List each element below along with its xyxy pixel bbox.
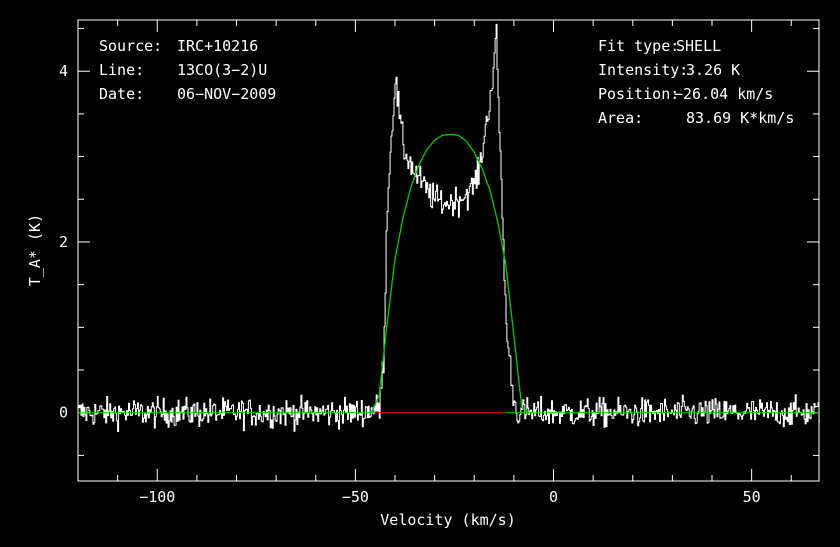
y-axis-label: T_A* (K) (26, 214, 44, 286)
tick-labels: −100 −50 0 50 0 2 4 (59, 62, 761, 506)
intensity-value: 3.26 K (686, 61, 740, 79)
fit-type-value: SHELL (676, 37, 721, 55)
x-tick-label: −100 (139, 488, 175, 506)
series-layer (78, 23, 820, 432)
area-key: Area: (598, 109, 643, 127)
line-value: 13CO(3−2)U (177, 61, 267, 79)
info-left: Source: IRC+10216 Line: 13CO(3−2)U Date:… (99, 37, 276, 103)
x-tick-label: 0 (549, 488, 558, 506)
fit-type-key: Fit type: (598, 37, 679, 55)
line-key: Line: (99, 61, 144, 79)
y-tick-label: 2 (59, 233, 68, 251)
x-tick-label: −50 (342, 488, 369, 506)
plot-frame (77, 19, 820, 482)
spectrum-series (78, 23, 820, 432)
date-key: Date: (99, 85, 144, 103)
source-value: IRC+10216 (177, 37, 258, 55)
info-right: Fit type: SHELL Intensity: 3.26 K Positi… (598, 37, 794, 127)
x-tick-label: 50 (743, 488, 761, 506)
position-key: Position: (598, 85, 679, 103)
source-key: Source: (99, 37, 162, 55)
date-value: 06−NOV−2009 (177, 85, 276, 103)
area-value: 83.69 K*km/s (686, 109, 794, 127)
shell-fit-curve (370, 133, 530, 413)
x-axis-label: Velocity (km/s) (380, 511, 515, 529)
y-tick-label: 4 (59, 62, 68, 80)
intensity-key: Intensity: (598, 61, 688, 79)
y-tick-label: 0 (59, 404, 68, 422)
position-value: −26.04 km/s (674, 85, 773, 103)
